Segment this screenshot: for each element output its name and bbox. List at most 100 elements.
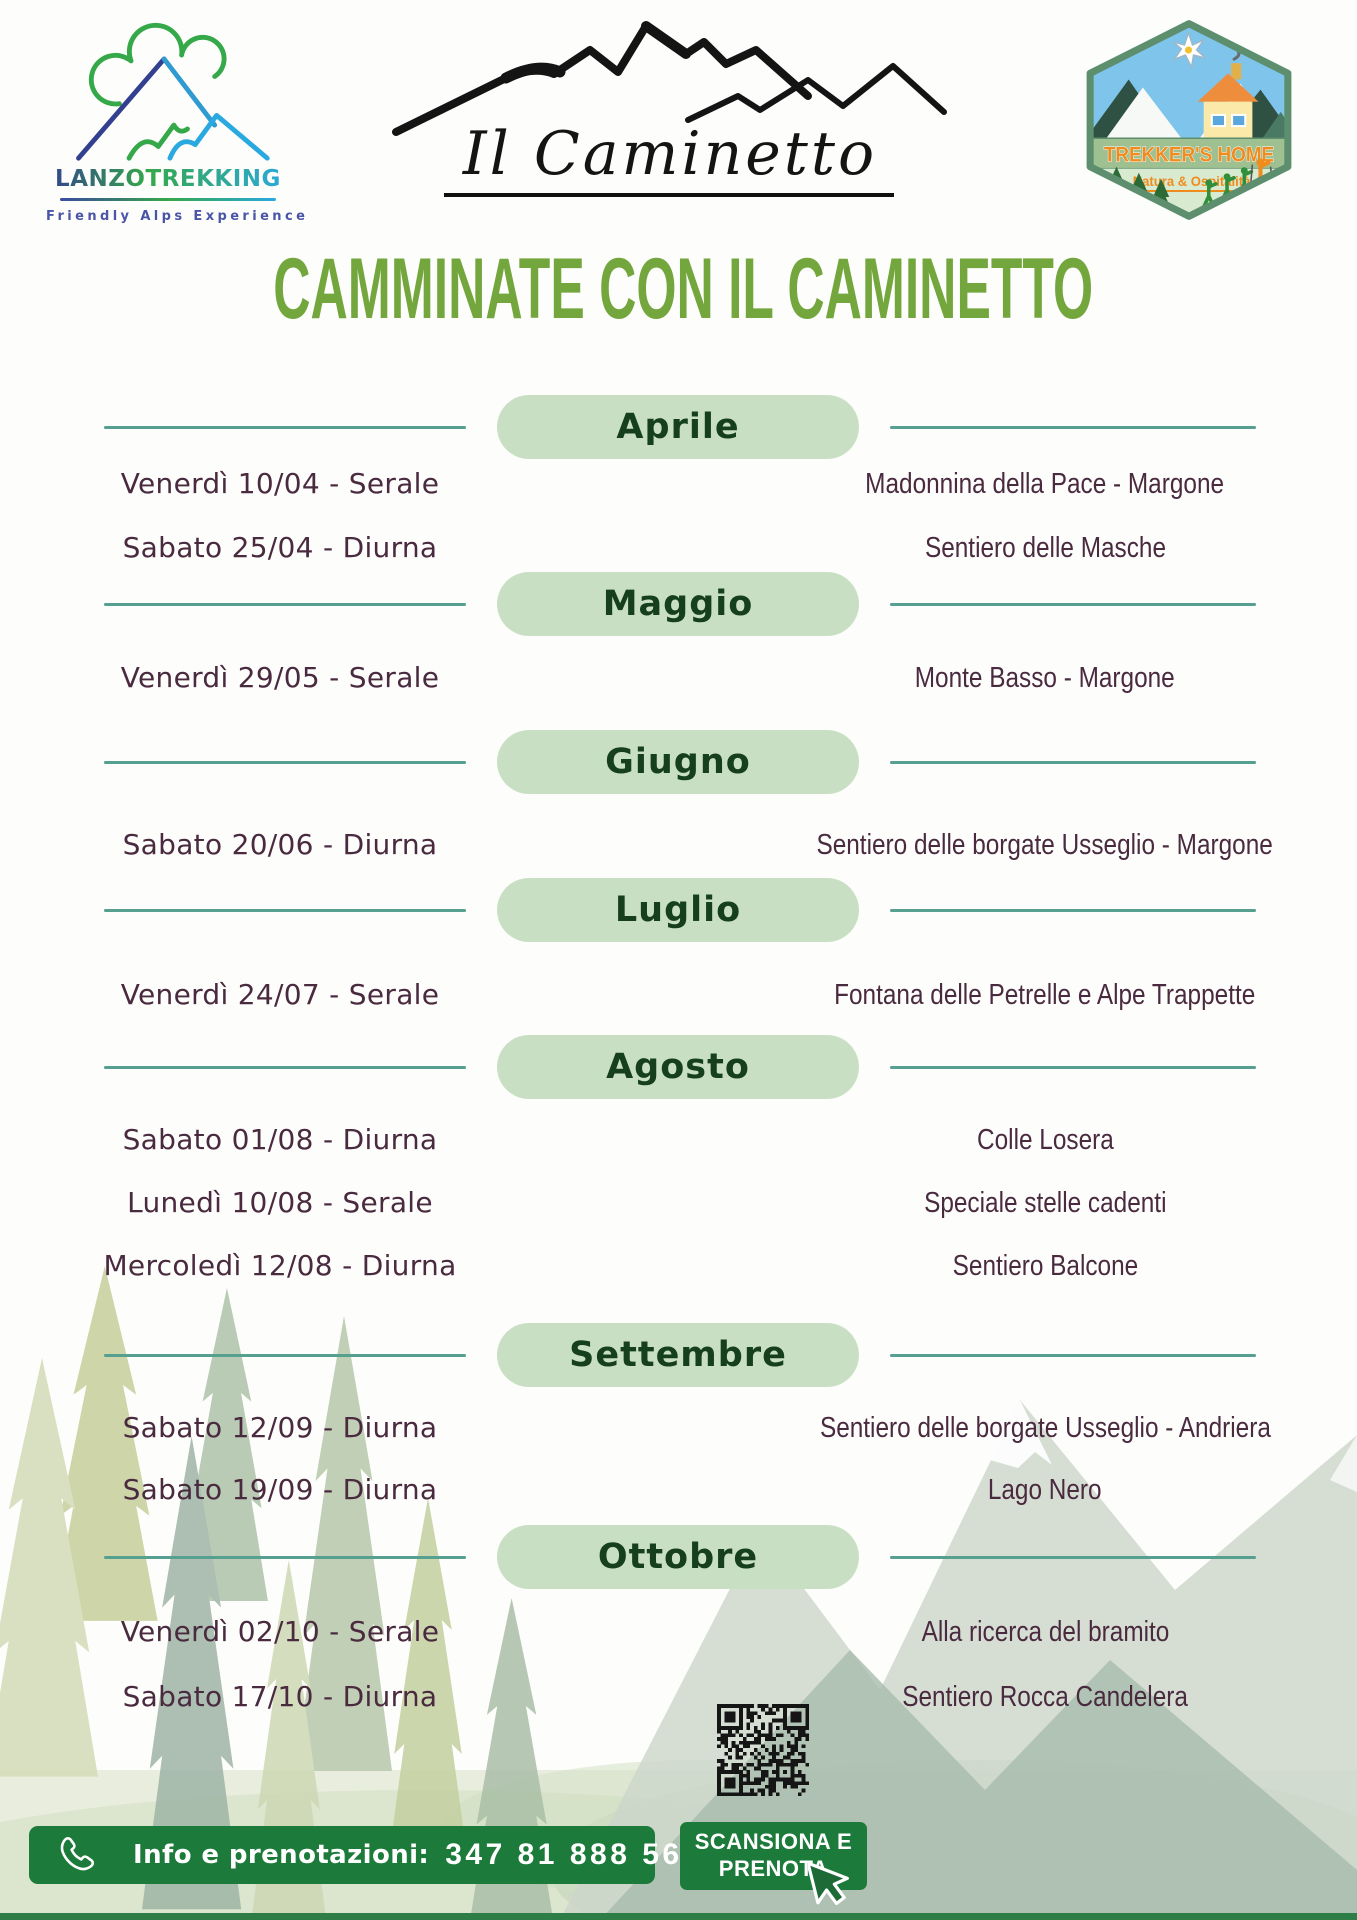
event-destination: Sentiero delle Masche (745, 526, 1345, 570)
month-pill: Aprile (497, 395, 859, 459)
month-section-luglio: Luglio (0, 878, 1357, 942)
contact-bar: Info e prenotazioni: 347 81 888 56 (29, 1826, 679, 1884)
divider-line (890, 1354, 1256, 1357)
divider-line (104, 603, 466, 606)
lanzotrekking-divider (60, 198, 276, 201)
event-destination-text: Sentiero Rocca Candelera (902, 1681, 1188, 1713)
lanzotrekking-tree-mountain-icon (76, 22, 270, 161)
event-date: Venerdì 10/04 - Serale (120, 467, 440, 500)
event-destination: Speciale stelle cadenti (745, 1181, 1345, 1225)
event-destination: Sentiero Balcone (745, 1244, 1345, 1288)
qr-code (717, 1704, 809, 1796)
event-row: Venerdì 24/07 - Serale Fontana delle Pet… (0, 973, 1357, 1017)
event-destination-text: Colle Losera (976, 1124, 1114, 1156)
event-destination-text: Madonnina della Pace - Margone (865, 468, 1225, 500)
month-label: Aprile (616, 407, 740, 447)
contact-phone-number: 347 81 888 56 (445, 1838, 683, 1871)
divider-line (890, 426, 1256, 429)
badge-title: TREKKER'S HOME (1104, 143, 1274, 167)
badge-subtitle: Natura & Ospitalità (1133, 174, 1251, 189)
event-destination-text: Lago Nero (988, 1474, 1102, 1506)
event-row: Sabato 20/06 - Diurna Sentiero delle bor… (0, 823, 1357, 867)
event-destination: Colle Losera (745, 1118, 1345, 1162)
month-label: Maggio (602, 584, 754, 624)
event-destination-text: Monte Basso - Margone (915, 662, 1175, 694)
divider-line (104, 761, 466, 764)
month-section-maggio: Maggio (0, 572, 1357, 636)
bottom-edge-strip (0, 1913, 1357, 1920)
event-row: Sabato 01/08 - Diurna Colle Losera (0, 1118, 1357, 1162)
scan-label-line1: SCANSIONA E (694, 1829, 853, 1855)
event-destination-text: Speciale stelle cadenti (923, 1187, 1167, 1219)
event-destination-text: Sentiero delle Masche (924, 532, 1166, 564)
divider-line (890, 603, 1256, 606)
event-destination-text: Sentiero delle borgate Usseglio - Margon… (816, 829, 1274, 861)
contact-label: Info e prenotazioni: (133, 1840, 430, 1870)
divider-line (104, 1066, 466, 1069)
event-destination: Sentiero Rocca Candelera (745, 1675, 1345, 1719)
event-destination-text: Sentiero Balcone (952, 1250, 1138, 1282)
lanzotrekking-tagline: Friendly Alps Experience (46, 209, 309, 224)
month-pill: Giugno (497, 730, 859, 794)
event-row: Sabato 17/10 - Diurna Sentiero Rocca Can… (0, 1675, 1357, 1719)
month-pill: Agosto (497, 1035, 859, 1099)
divider-line (104, 909, 466, 912)
month-pill: Maggio (497, 572, 859, 636)
month-label: Agosto (606, 1047, 750, 1087)
month-label: Ottobre (597, 1537, 759, 1577)
divider-line (890, 761, 1256, 764)
event-date: Sabato 19/09 - Diurna (122, 1473, 438, 1506)
caminetto-wordmark: Il Caminetto (462, 119, 878, 189)
event-date: Sabato 20/06 - Diurna (122, 828, 438, 861)
page-title: CAMMINATE CON IL CAMINETTO (0, 246, 1357, 332)
event-destination: Lago Nero (745, 1468, 1345, 1512)
event-date: Sabato 12/09 - Diurna (122, 1411, 438, 1444)
event-row: Mercoledì 12/08 - Diurna Sentiero Balcon… (0, 1244, 1357, 1288)
event-date: Lunedì 10/08 - Serale (127, 1186, 433, 1219)
event-row: Sabato 19/09 - Diurna Lago Nero (0, 1468, 1357, 1512)
month-label: Giugno (605, 742, 751, 782)
lanzotrekking-wordmark: LANZOTREKKING (46, 166, 290, 192)
event-destination: Sentiero delle borgate Usseglio - Margon… (745, 823, 1345, 867)
mouse-cursor-icon (808, 1861, 849, 1906)
page-title-text: CAMMINATE CON IL CAMINETTO (273, 241, 1094, 337)
phone-icon (60, 1836, 95, 1871)
event-date: Sabato 17/10 - Diurna (122, 1680, 438, 1713)
mountain-ridge-icon (392, 21, 947, 136)
event-row: Venerdì 29/05 - Serale Monte Basso - Mar… (0, 656, 1357, 700)
month-section-giugno: Giugno (0, 730, 1357, 794)
event-destination: Monte Basso - Margone (745, 656, 1345, 700)
event-date: Venerdì 02/10 - Serale (120, 1615, 440, 1648)
month-pill: Luglio (497, 878, 859, 942)
event-destination-text: Sentiero delle borgate Usseglio - Andrie… (819, 1412, 1271, 1444)
event-date: Venerdì 24/07 - Serale (120, 978, 440, 1011)
divider-line (104, 1354, 466, 1357)
caminetto-underline (444, 193, 894, 197)
month-pill: Settembre (497, 1323, 859, 1387)
divider-line (890, 1066, 1256, 1069)
event-row: Lunedì 10/08 - Serale Speciale stelle ca… (0, 1181, 1357, 1225)
event-row: Sabato 12/09 - Diurna Sentiero delle bor… (0, 1406, 1357, 1450)
event-row: Venerdì 10/04 - Serale Madonnina della P… (0, 462, 1357, 506)
trekkers-home-badge: TREKKER'S HOME Natura & Ospitalità (1080, 18, 1298, 222)
event-date: Sabato 01/08 - Diurna (122, 1123, 438, 1156)
month-pill: Ottobre (497, 1525, 859, 1589)
event-row: Sabato 25/04 - Diurna Sentiero delle Mas… (0, 526, 1357, 570)
month-label: Luglio (614, 890, 742, 930)
divider-line (890, 909, 1256, 912)
divider-line (104, 1556, 466, 1559)
divider-line (890, 1556, 1256, 1559)
divider-line (104, 426, 466, 429)
month-section-ottobre: Ottobre (0, 1525, 1357, 1589)
lanzotrekking-logo: LANZOTREKKING Friendly Alps Experience (46, 20, 309, 224)
month-label: Settembre (569, 1335, 787, 1375)
event-destination: Fontana delle Petrelle e Alpe Trappette (745, 973, 1345, 1017)
event-date: Sabato 25/04 - Diurna (122, 531, 438, 564)
event-destination: Alla ricerca del bramito (745, 1610, 1345, 1654)
event-destination: Sentiero delle borgate Usseglio - Andrie… (745, 1406, 1345, 1450)
event-date: Mercoledì 12/08 - Diurna (103, 1249, 457, 1282)
month-section-agosto: Agosto (0, 1035, 1357, 1099)
event-destination-text: Alla ricerca del bramito (921, 1616, 1169, 1648)
event-row: Venerdì 02/10 - Serale Alla ricerca del … (0, 1610, 1357, 1654)
